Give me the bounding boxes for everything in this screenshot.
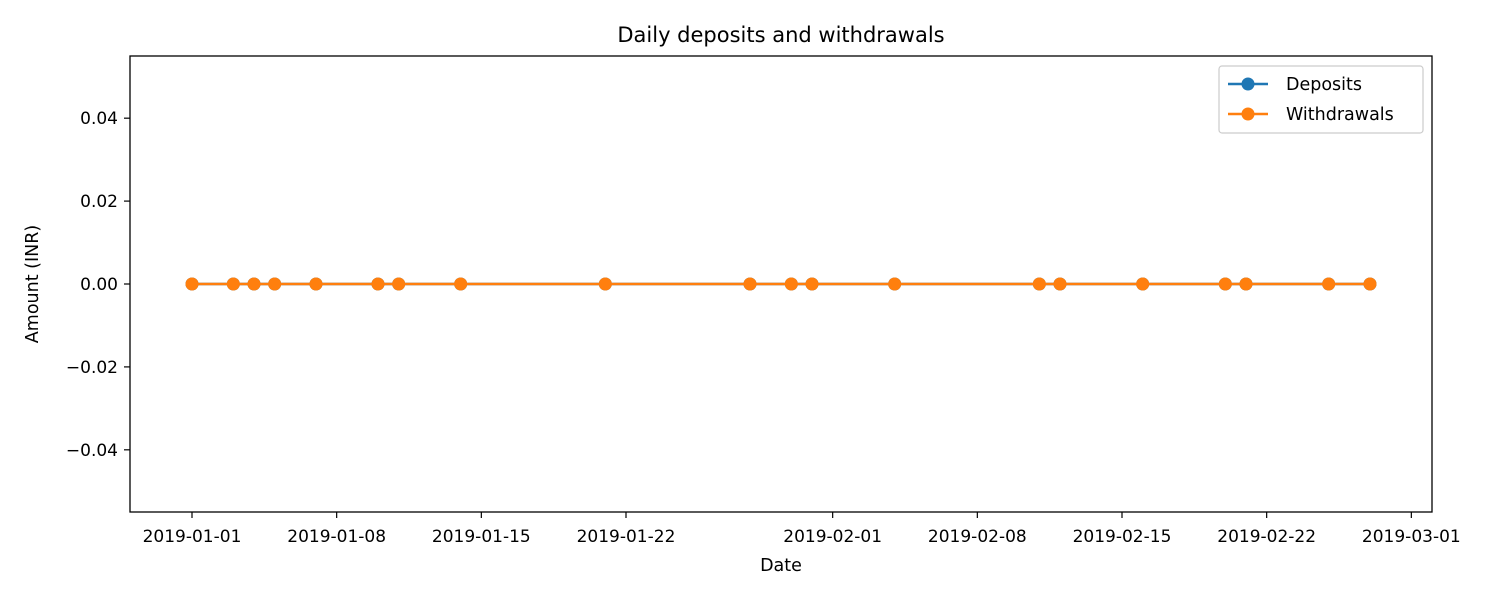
data-point-withdrawals: [1053, 277, 1067, 291]
x-tick-label: 2019-02-22: [1217, 527, 1316, 547]
plot-area: 2019-01-01 2019-01-08 2019-01-15 2019-01-22…: [66, 55, 1461, 547]
y-tick-label: 0.00: [80, 275, 118, 295]
x-axis-label: Date: [760, 556, 802, 576]
data-point-withdrawals: [371, 277, 385, 291]
data-point-withdrawals: [888, 277, 902, 291]
data-point-withdrawals: [226, 277, 240, 291]
data-point-withdrawals: [268, 277, 282, 291]
data-point-withdrawals: [1239, 277, 1253, 291]
data-point-withdrawals: [784, 277, 798, 291]
legend: Deposits Withdrawals: [1218, 65, 1424, 134]
data-point-withdrawals: [185, 277, 199, 291]
y-tick-label: 0.04: [80, 109, 118, 129]
data-point-withdrawals: [1363, 277, 1377, 291]
y-tick-label: −0.04: [66, 441, 118, 461]
data-point-withdrawals: [1322, 277, 1336, 291]
data-point-withdrawals: [1032, 277, 1046, 291]
data-point-withdrawals: [1218, 277, 1232, 291]
x-tick-label: 2019-01-08: [287, 527, 386, 547]
legend-label-deposits: Deposits: [1286, 75, 1362, 95]
legend-label-withdrawals: Withdrawals: [1286, 105, 1394, 125]
data-point-withdrawals: [392, 277, 406, 291]
data-point-withdrawals: [743, 277, 757, 291]
data-point-withdrawals: [1136, 277, 1150, 291]
y-tick-label: 0.02: [80, 192, 118, 212]
x-tick-label: 2019-02-01: [783, 527, 882, 547]
legend-marker-withdrawals: [1241, 107, 1255, 121]
data-point-withdrawals: [454, 277, 468, 291]
x-tick-label: 2019-01-22: [577, 527, 676, 547]
x-tick-label: 2019-02-08: [928, 527, 1027, 547]
legend-marker-deposits: [1241, 77, 1255, 91]
data-point-withdrawals: [805, 277, 819, 291]
chart-title: Daily deposits and withdrawals: [617, 23, 944, 47]
y-axis-label: Amount (INR): [23, 225, 43, 343]
x-tick-label: 2019-02-15: [1073, 527, 1172, 547]
data-point-withdrawals: [247, 277, 261, 291]
x-tick-label: 2019-03-01: [1362, 527, 1461, 547]
x-tick-label: 2019-01-01: [143, 527, 242, 547]
data-point-withdrawals: [309, 277, 323, 291]
data-point-withdrawals: [598, 277, 612, 291]
x-tick-label: 2019-01-15: [432, 527, 531, 547]
legend-box: [1218, 65, 1424, 134]
y-tick-label: −0.02: [66, 358, 118, 378]
